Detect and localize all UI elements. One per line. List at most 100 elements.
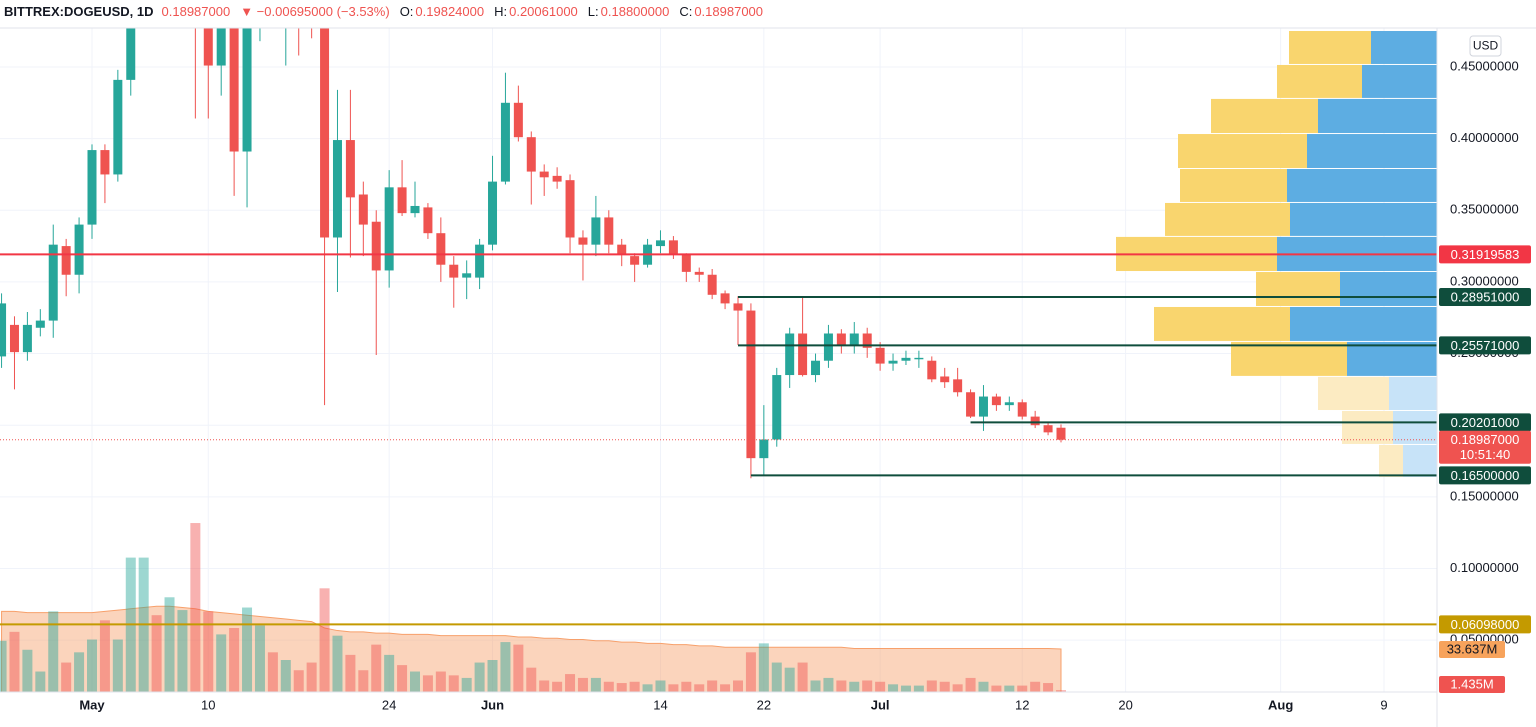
candle-body [74, 224, 84, 275]
header: BITTREX:DOGEUSD, 1D 0.18987000 ▼ −0.006950… [4, 4, 773, 19]
volume-bar [500, 642, 511, 692]
volume-bar [384, 654, 395, 692]
profile-up [1307, 134, 1437, 168]
candle-body [500, 102, 510, 182]
candle-body [552, 175, 562, 182]
volume-bar [1043, 683, 1054, 692]
volume-tag [1439, 676, 1505, 693]
candle-body [707, 274, 717, 295]
candle-body [488, 181, 498, 245]
candle-body [565, 180, 575, 238]
volume-bar [74, 652, 85, 692]
volume-bar [422, 675, 433, 692]
volume-bar [875, 681, 886, 692]
currency-button[interactable] [1469, 35, 1502, 57]
volume-bar [1030, 681, 1041, 692]
candle-body [320, 28, 330, 238]
volume-bar [164, 597, 175, 692]
volume-bar [229, 628, 240, 692]
x-tick-label: 22 [757, 697, 771, 712]
volume-bar [965, 677, 976, 692]
profile-up [1393, 411, 1437, 444]
candle-body [733, 303, 743, 311]
volume-bar [293, 670, 304, 692]
volume-bar [513, 644, 524, 692]
volume-bar [267, 652, 278, 692]
candle-body [772, 375, 782, 440]
profile-down [1178, 134, 1307, 168]
ohlc-label: O: [399, 4, 414, 19]
price-tag-label: 0.31919583 [1451, 247, 1520, 262]
candle-body [384, 187, 394, 271]
candle-body [759, 439, 769, 459]
ohlc-value: 0.19824000 [415, 4, 485, 19]
volume-bar [978, 681, 989, 692]
profile-down [1211, 98, 1318, 134]
volume-bar [526, 667, 537, 692]
candle-body [48, 244, 58, 321]
candle-body [991, 396, 1001, 406]
candle-body [694, 271, 704, 275]
candle-body [539, 171, 549, 178]
candle-body [113, 79, 123, 175]
volume-tag-label: 1.435M [1450, 676, 1493, 691]
price-tag [1439, 287, 1531, 306]
currency-label[interactable]: USD [1473, 39, 1499, 53]
candle-body [216, 28, 226, 66]
ohlc-value: 0.18800000 [600, 4, 670, 19]
volume-bar [758, 643, 769, 692]
volume-tag [1439, 640, 1505, 658]
volume-bar [577, 677, 588, 692]
candle-body [1043, 425, 1053, 433]
volume-bar [668, 684, 679, 692]
volume-bar [836, 680, 847, 692]
volume-bar [681, 681, 692, 692]
candle-body [966, 392, 976, 417]
y-tick-label: 0.10000000 [1450, 560, 1519, 575]
volume-bar [345, 654, 356, 692]
volume-bar [203, 611, 214, 692]
ohlc-label: C: [679, 4, 693, 19]
price-tag [1439, 615, 1531, 634]
volume-bar [112, 639, 123, 692]
volume-bar [616, 683, 627, 692]
volume-bar [849, 681, 860, 692]
volume-bar [862, 680, 873, 692]
volume-bar [448, 675, 459, 692]
candle-body [229, 28, 239, 152]
volume-ma-area [1, 605, 1062, 692]
volume-bar [552, 681, 563, 692]
volume-bar [87, 639, 97, 692]
candle-body [617, 244, 627, 255]
countdown: 10:51:40 [1460, 447, 1511, 462]
x-tick-label: Jul [871, 697, 890, 712]
volume-bar [797, 662, 808, 692]
price-tag [1439, 413, 1531, 432]
candle-body [449, 264, 459, 278]
profile-up [1389, 376, 1437, 411]
price-tag [1439, 336, 1531, 355]
price-tag-label: 0.16500000 [1451, 468, 1520, 483]
candle-body [1030, 416, 1040, 426]
volume-bar [603, 681, 614, 692]
change: ▼ −0.00695000 (−3.53%) [240, 4, 390, 19]
candle-body [630, 256, 640, 265]
x-tick-label: Aug [1268, 697, 1293, 712]
ohlc-label: L: [587, 4, 599, 19]
x-tick-label: 10 [201, 697, 215, 712]
candle-body [978, 396, 988, 417]
volume-bar [952, 684, 963, 692]
price-tag-label: 0.18987000 [1451, 432, 1520, 447]
profile-down [1180, 168, 1287, 202]
volume-bar [48, 611, 59, 692]
volume-bar [539, 680, 550, 692]
candle-body [358, 194, 368, 225]
y-tick-label: 0.45000000 [1450, 58, 1519, 73]
x-tick-label: 24 [382, 697, 396, 712]
volume-bar [720, 684, 731, 692]
volume-bar [888, 684, 899, 692]
profile-up [1340, 272, 1437, 306]
price-tag-label: 0.28951000 [1451, 289, 1520, 304]
volume-bar [926, 680, 937, 692]
ohlc-value: 0.18987000 [694, 4, 764, 19]
